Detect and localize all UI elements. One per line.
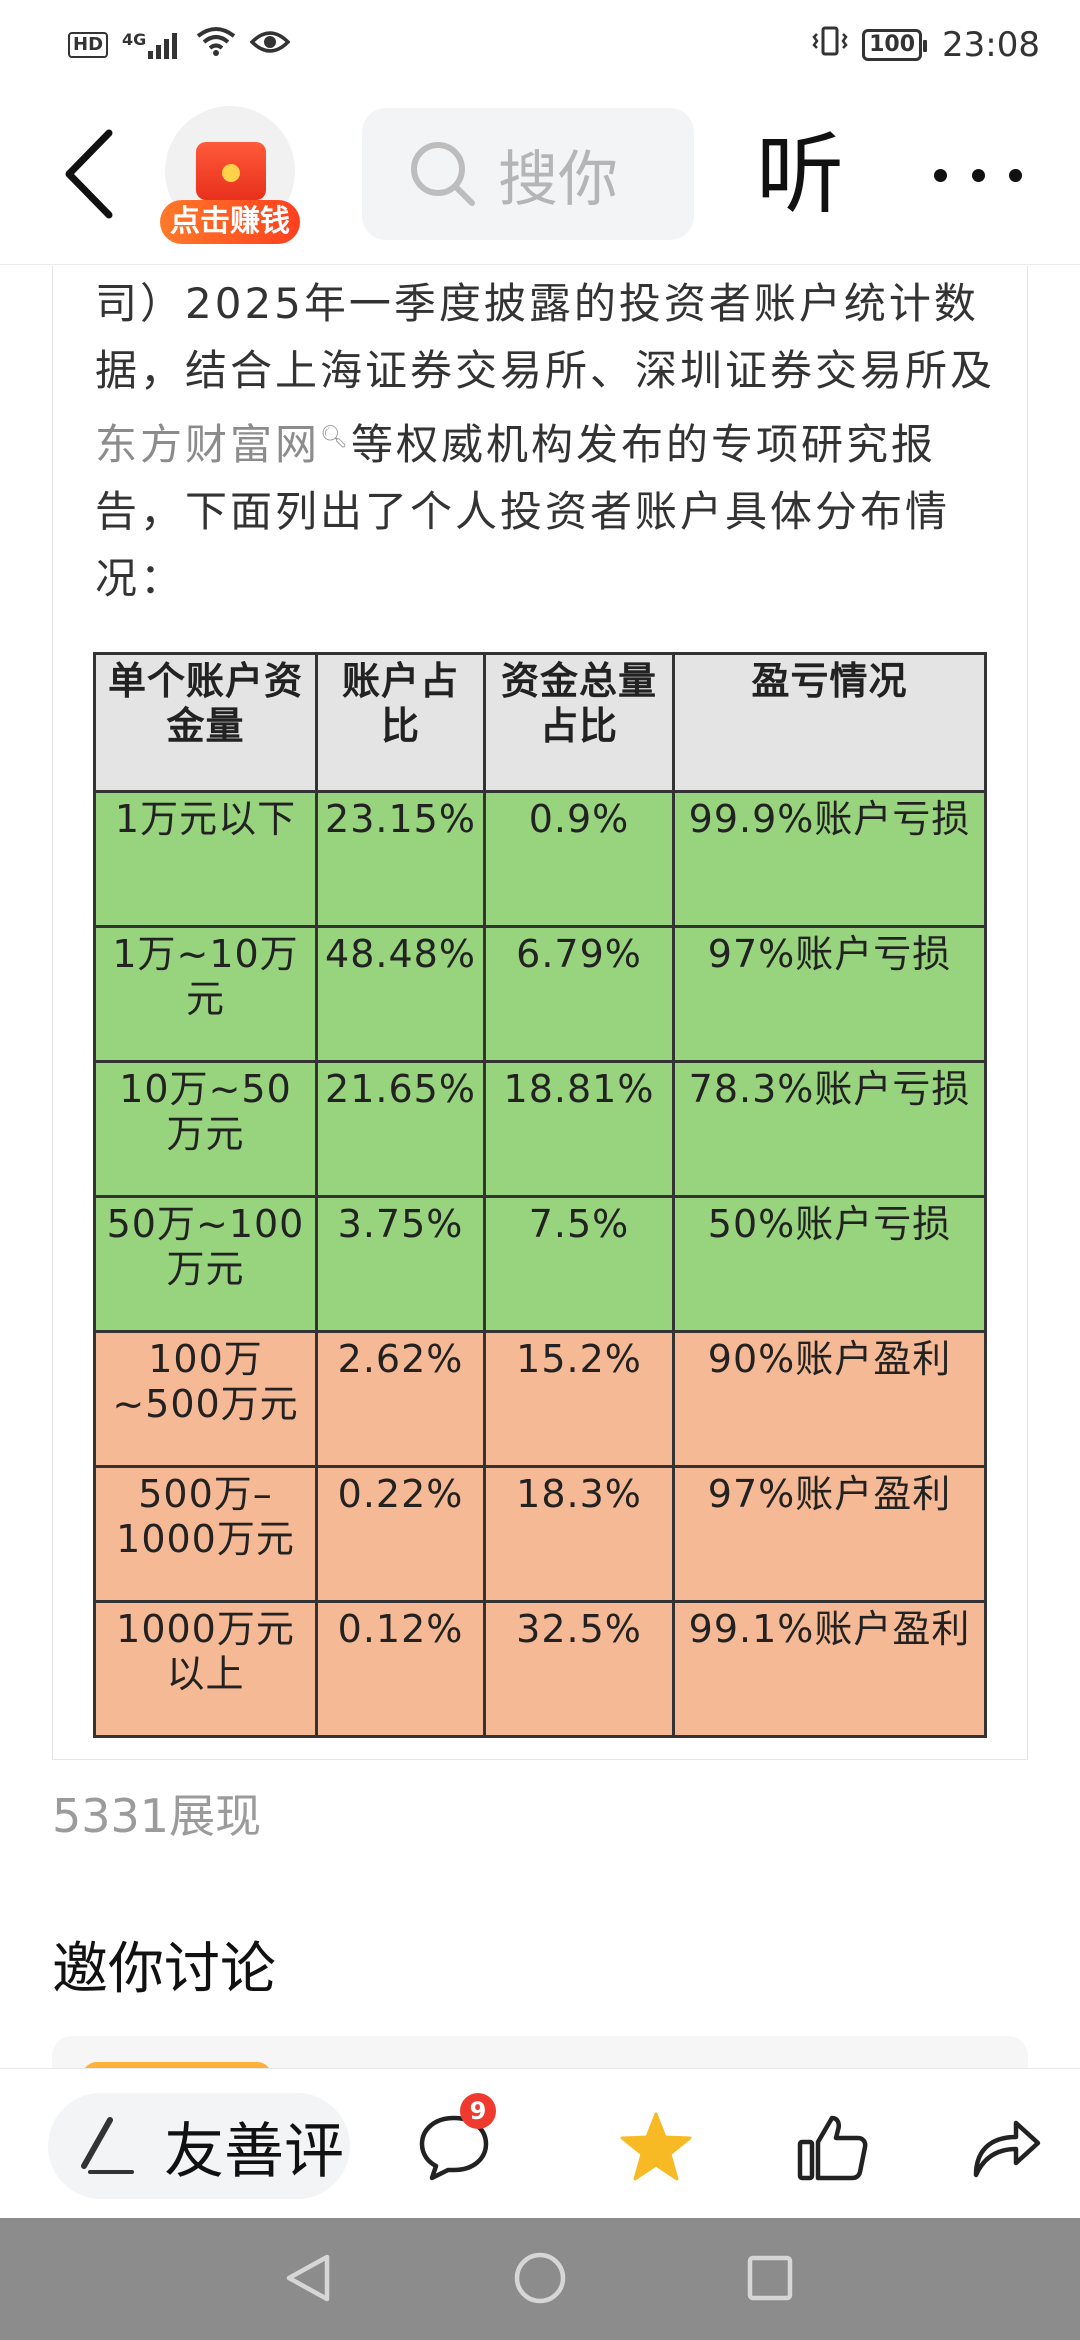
- clock: 23:08: [942, 25, 1040, 65]
- listen-button[interactable]: 听: [756, 123, 845, 226]
- square-recents-icon: [747, 2255, 793, 2301]
- view-count: 5331展现: [52, 1789, 262, 1843]
- table-cell: 97%账户亏损: [672, 925, 987, 1063]
- table-cell: 1万元以下: [93, 790, 318, 928]
- write-comment-label: 友善评: [164, 2116, 344, 2187]
- table-cell: 48.48%: [315, 925, 486, 1063]
- more-dot: [971, 168, 985, 182]
- share-button[interactable]: [964, 2105, 1048, 2189]
- table-row: 10万~50万元 21.65% 18.81% 78.3%账户亏损: [93, 1060, 987, 1198]
- table-cell: 18.81%: [483, 1060, 675, 1198]
- hd-icon: HD: [68, 32, 109, 58]
- cellular-signal-icon: 4G: [122, 30, 182, 59]
- battery-icon: 100: [862, 29, 927, 61]
- paragraph-text-end: 等权威机构发布的专项研究报告，下面列出了个人投资者账户具体分布情况：: [95, 420, 951, 603]
- table-cell: 21.65%: [315, 1060, 486, 1198]
- table-header-row: 单个账户资金量 账户占比 资金总量占比 盈亏情况: [93, 652, 987, 793]
- table-cell: 99.1%账户盈利: [672, 1600, 987, 1738]
- table-header-cell: 资金总量占比: [483, 652, 675, 793]
- table-cell: 23.15%: [315, 790, 486, 928]
- earn-money-label: 点击赚钱: [160, 200, 300, 244]
- table-cell: 500万–1000万元: [93, 1465, 318, 1603]
- table-header-cell: 账户占比: [315, 652, 486, 793]
- system-home-button[interactable]: [508, 2246, 572, 2310]
- pen-icon: [81, 2117, 134, 2174]
- network-type-label: 4G: [122, 30, 147, 49]
- nav-divider: [0, 264, 1080, 265]
- earn-money-button[interactable]: 点击赚钱: [160, 106, 300, 246]
- search-input[interactable]: 搜你: [362, 108, 694, 240]
- table-row: 1万元以下 23.15% 0.9% 99.9%账户亏损: [93, 790, 987, 928]
- comment-bubble-icon: [419, 2115, 489, 2181]
- table-row: 500万–1000万元 0.22% 18.3% 97%账户盈利: [93, 1465, 987, 1603]
- table-cell: 7.5%: [483, 1195, 675, 1333]
- share-arrow-icon: [973, 2120, 1041, 2178]
- table-cell: 0.22%: [315, 1465, 486, 1603]
- system-back-button[interactable]: [276, 2246, 340, 2310]
- status-bar: HD 4G 100 23:08: [0, 0, 1080, 90]
- article-card: 司）2025年一季度披露的投资者账户统计数据，结合上海证券交易所、深圳证券交易所…: [52, 266, 1028, 1760]
- investor-account-table: 单个账户资金量 账户占比 资金总量占比 盈亏情况 1万元以下 23.15% 0.…: [93, 652, 987, 1738]
- system-navigation-bar: [0, 2218, 1080, 2340]
- top-nav-bar: 点击赚钱 搜你 听: [0, 100, 1080, 250]
- red-packet-icon: [196, 142, 266, 200]
- table-cell: 0.9%: [483, 790, 675, 928]
- search-placeholder: 搜你: [498, 144, 618, 215]
- table-cell: 97%账户盈利: [672, 1465, 987, 1603]
- vibrate-icon: [812, 25, 848, 66]
- table-cell: 15.2%: [483, 1330, 675, 1468]
- paragraph-text-start: 司）2025年一季度披露的投资者账户统计数据，结合上海证券交易所、深圳证券交易所…: [95, 279, 996, 395]
- comment-count-badge: 9: [460, 2093, 496, 2129]
- table-row: 100万~500万元 2.62% 15.2% 90%账户盈利: [93, 1330, 987, 1468]
- write-comment-button[interactable]: 友善评: [48, 2093, 350, 2199]
- table-cell: 100万~500万元: [93, 1330, 318, 1468]
- source-link[interactable]: 东方财富网🔍︎: [95, 420, 351, 469]
- thumbs-up-icon: [797, 2115, 868, 2181]
- article-paragraph: 司）2025年一季度披露的投资者账户统计数据，结合上海证券交易所、深圳证券交易所…: [95, 270, 995, 612]
- table-row: 1万~10万元 48.48% 6.79% 97%账户亏损: [93, 925, 987, 1063]
- table-cell: 50万~100万元: [93, 1195, 318, 1333]
- source-link-label: 东方财富网: [95, 420, 321, 469]
- table-cell: 18.3%: [483, 1465, 675, 1603]
- system-recents-button[interactable]: [738, 2246, 802, 2310]
- more-options-button[interactable]: [928, 130, 1028, 220]
- table-header-cell: 盈亏情况: [672, 652, 987, 793]
- table-cell: 10万~50万元: [93, 1060, 318, 1198]
- bottom-action-bar: 友善评 9: [0, 2068, 1080, 2218]
- table-cell: 2.62%: [315, 1330, 486, 1468]
- more-dot: [1009, 168, 1022, 182]
- table-cell: 3.75%: [315, 1195, 486, 1333]
- table-cell: 90%账户盈利: [672, 1330, 987, 1468]
- table-cell: 1000万元以上: [93, 1600, 318, 1738]
- search-icon: [411, 142, 475, 206]
- back-button[interactable]: [54, 124, 124, 224]
- status-right-icons: 100 23:08: [812, 25, 1040, 66]
- status-left-icons: HD 4G: [68, 25, 291, 65]
- table-cell: 78.3%账户亏损: [672, 1060, 987, 1198]
- comments-button[interactable]: 9: [412, 2093, 496, 2189]
- table-cell: 99.9%账户亏损: [672, 790, 987, 928]
- wifi-icon: [196, 25, 236, 65]
- table-cell: 6.79%: [483, 925, 675, 1063]
- more-dot: [934, 168, 947, 182]
- table-cell: 1万~10万元: [93, 925, 318, 1063]
- triangle-back-icon: [286, 2254, 330, 2302]
- table-cell: 32.5%: [483, 1600, 675, 1738]
- table-row: 50万~100万元 3.75% 7.5% 50%账户亏损: [93, 1195, 987, 1333]
- search-icon: 🔍︎: [320, 425, 351, 450]
- discussion-heading: 邀你讨论: [52, 1937, 276, 2002]
- table-cell: 50%账户亏损: [672, 1195, 987, 1333]
- circle-home-icon: [514, 2252, 566, 2304]
- eye-icon: [249, 25, 291, 65]
- table-header-cell: 单个账户资金量: [93, 652, 318, 793]
- table-row: 1000万元以上 0.12% 32.5% 99.1%账户盈利: [93, 1600, 987, 1738]
- like-button[interactable]: [790, 2105, 874, 2189]
- table-cell: 0.12%: [315, 1600, 486, 1738]
- chevron-left-icon: [65, 129, 113, 219]
- star-icon: [620, 2112, 692, 2181]
- favorite-button[interactable]: [614, 2105, 698, 2189]
